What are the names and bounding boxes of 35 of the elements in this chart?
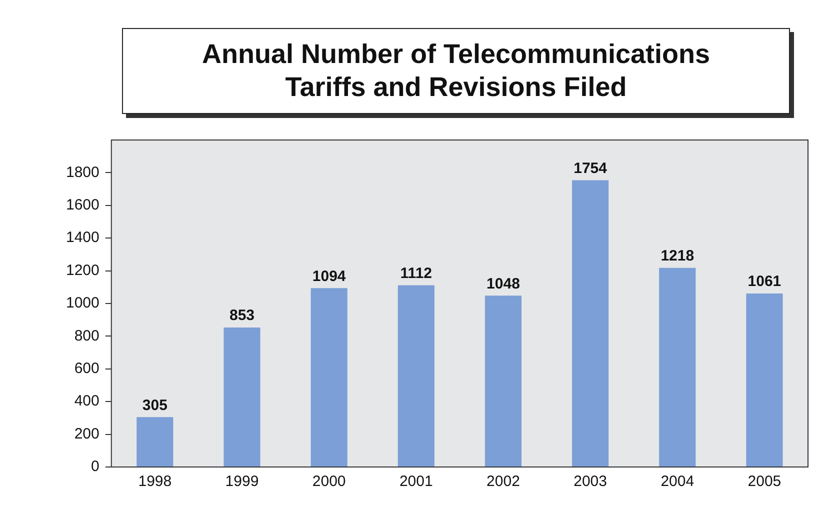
x-tick-label: 2002 <box>486 473 520 490</box>
data-label: 1094 <box>312 268 346 285</box>
data-label: 853 <box>229 307 255 324</box>
y-tick-label: 1600 <box>66 196 100 214</box>
bar <box>136 417 174 466</box>
x-tick-label: 1998 <box>138 473 172 490</box>
x-tick-label: 2001 <box>399 473 433 490</box>
data-label: 1218 <box>660 248 694 264</box>
data-label: 1061 <box>748 273 782 290</box>
bar <box>484 296 522 466</box>
bar <box>659 268 696 466</box>
data-label: 1754 <box>574 160 608 177</box>
x-tick-label: 2000 <box>312 473 346 490</box>
x-tick-label: 2003 <box>574 473 607 490</box>
data-label: 305 <box>142 396 168 414</box>
x-tick-label: 1999 <box>225 473 259 490</box>
y-tick-label: 1200 <box>66 262 100 279</box>
bar <box>224 328 260 466</box>
y-tick-label: 0 <box>91 458 100 476</box>
bar <box>746 294 783 466</box>
bar <box>572 180 609 466</box>
y-tick-label: 1400 <box>66 229 100 246</box>
x-tick-label: 2005 <box>748 473 782 490</box>
y-tick-label: 600 <box>74 360 100 378</box>
y-tick-label: 800 <box>74 327 100 344</box>
chart-title: Annual Number of Telecommunications Tariffs and Revisions Filed <box>122 28 790 114</box>
data-label: 1112 <box>400 264 432 282</box>
y-tick-label: 1800 <box>66 164 100 181</box>
y-tick-label: 400 <box>74 392 100 410</box>
y-tick-label: 1000 <box>66 294 100 312</box>
data-label: 1048 <box>486 275 520 292</box>
bar <box>310 288 348 466</box>
x-tick-label: 2004 <box>660 473 694 490</box>
bar <box>398 285 434 466</box>
y-tick-label: 200 <box>74 425 100 442</box>
